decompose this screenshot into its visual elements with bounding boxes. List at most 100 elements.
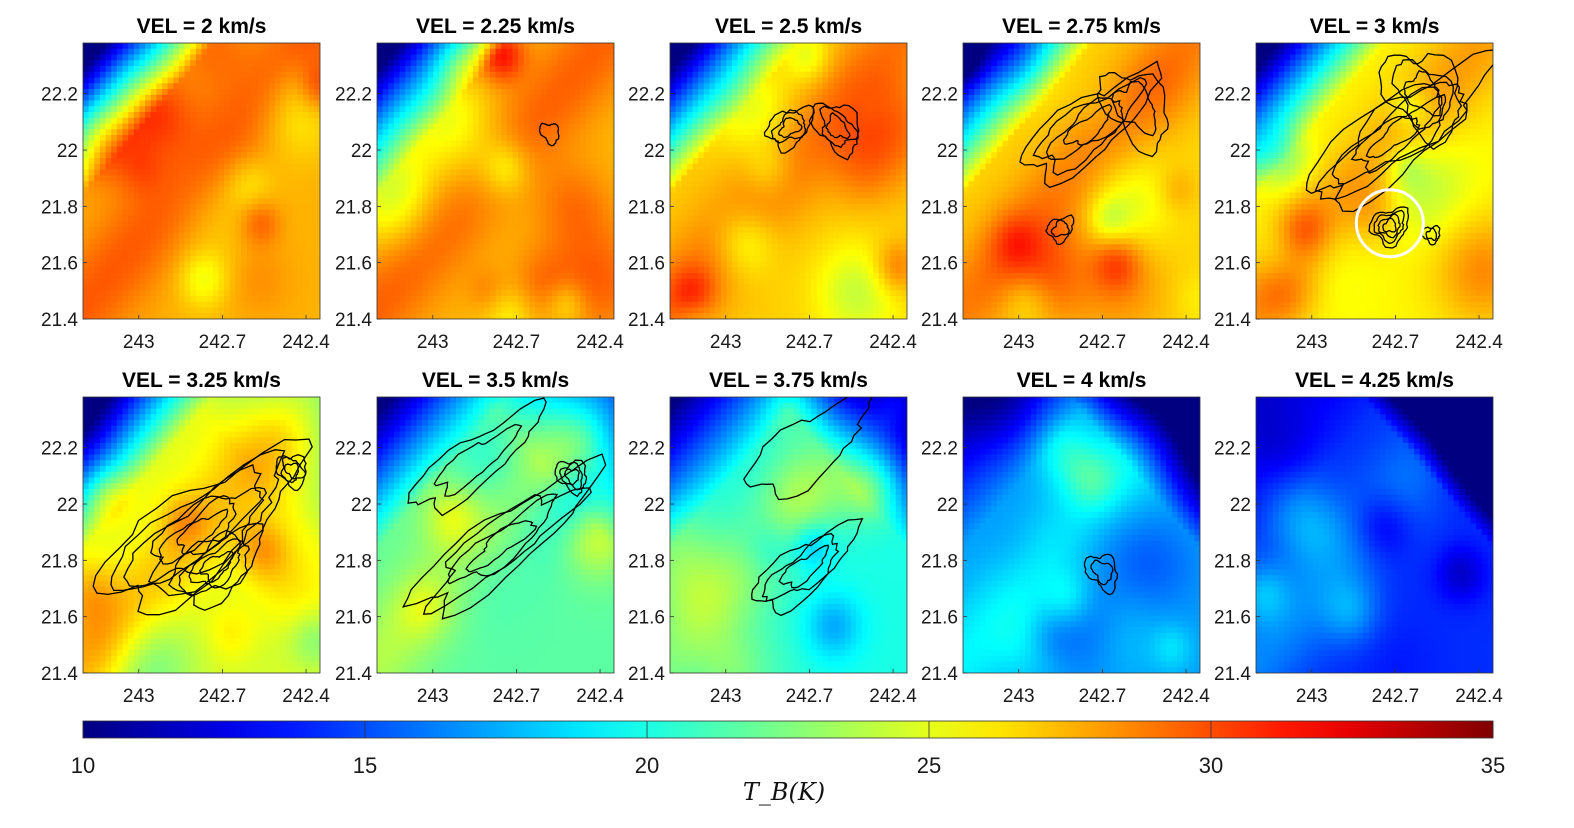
panel-frame (1255, 42, 1494, 320)
panel-frame (669, 42, 908, 320)
contour-line (1314, 81, 1468, 200)
contour-line (447, 493, 559, 585)
contour-set (538, 122, 560, 147)
x-tick-label: 242.4 (1162, 686, 1210, 707)
y-tick-label: 21.8 (921, 197, 958, 218)
y-tick-label: 21.8 (335, 551, 372, 572)
panel-frame (962, 396, 1201, 674)
contour-line (743, 397, 873, 501)
panel-frame (669, 396, 908, 674)
contour-line (770, 109, 806, 144)
y-tick-label: 22 (57, 495, 78, 516)
brightness-map (377, 43, 614, 319)
contour-line (1425, 227, 1438, 241)
channel-panel: VEL = 3.5 km/s 243 242.7 242.4 21.4 21.6 21.8 2… (335, 369, 624, 707)
colorbar-tick-label: 25 (917, 753, 941, 778)
y-tick-label: 22 (351, 495, 372, 516)
y-tick-label: 21.6 (335, 608, 372, 629)
y-tick-label: 22 (1230, 495, 1251, 516)
contour-line (1111, 80, 1157, 137)
y-tick-label: 22.2 (1214, 85, 1251, 106)
x-tick-label: 243 (1003, 332, 1035, 353)
y-tick-label: 22.2 (628, 439, 665, 460)
y-tick-label: 21.4 (335, 310, 372, 331)
panel-title: VEL = 3.5 km/s (422, 369, 569, 392)
x-tick-label: 242.7 (1372, 686, 1420, 707)
y-tick-label: 21.6 (1214, 254, 1251, 275)
y-tick-label: 22.2 (1214, 439, 1251, 460)
contour-line (167, 522, 264, 611)
panel-title: VEL = 2.75 km/s (1002, 15, 1161, 38)
x-tick-label: 242.4 (576, 686, 624, 707)
y-tick-label: 22.2 (41, 85, 78, 106)
x-tick-label: 243 (417, 332, 449, 353)
contour-line (1378, 52, 1463, 151)
contour-set (1083, 553, 1119, 596)
contour-line (1365, 116, 1421, 159)
panel-title: VEL = 4 km/s (1017, 369, 1147, 392)
contour-set (1305, 49, 1493, 249)
y-tick-label: 21.8 (41, 551, 78, 572)
y-tick-label: 21.6 (628, 608, 665, 629)
y-tick-label: 22 (1230, 141, 1251, 162)
contour-set (763, 102, 860, 161)
y-tick-label: 21.8 (628, 197, 665, 218)
brightness-map (963, 43, 1200, 319)
panel-title: VEL = 2 km/s (137, 15, 267, 38)
x-tick-label: 242.4 (1455, 332, 1503, 353)
contour-line (199, 550, 234, 583)
y-tick-label: 22 (57, 141, 78, 162)
panel-frame (1255, 396, 1494, 674)
contour-line (1373, 209, 1405, 244)
y-tick-label: 21.8 (628, 551, 665, 572)
x-tick-label: 243 (123, 686, 155, 707)
x-tick-label: 243 (1003, 686, 1035, 707)
contour-line (1382, 217, 1397, 233)
y-tick-label: 21.4 (628, 310, 665, 331)
contour-line (1019, 60, 1163, 189)
brightness-map (670, 397, 907, 673)
contour-line (178, 529, 251, 596)
brightness-map (670, 43, 907, 319)
contour-line (819, 105, 859, 149)
contour-line (1403, 70, 1442, 117)
y-tick-label: 21.6 (41, 608, 78, 629)
channel-panel: VEL = 4 km/s 243 242.7 242.4 21.4 21.6 21.8 22 2… (921, 369, 1210, 707)
contour-line (825, 111, 851, 140)
contour-line (433, 423, 523, 497)
x-tick-label: 242.4 (869, 332, 917, 353)
contour-line (1331, 86, 1447, 185)
x-tick-label: 243 (1296, 332, 1328, 353)
brightness-map (377, 397, 614, 673)
contour-line (1350, 96, 1443, 175)
colorbar-tick-label: 20 (635, 753, 659, 778)
colorbar-label: T_B(K) (743, 778, 825, 806)
x-tick-label: 242.7 (786, 332, 834, 353)
x-tick-label: 242.4 (1162, 332, 1210, 353)
brightness-map (963, 397, 1200, 673)
y-tick-label: 21.8 (1214, 197, 1251, 218)
contour-line (283, 462, 300, 480)
y-tick-label: 22.2 (921, 85, 958, 106)
highlight-circle (1354, 188, 1425, 259)
x-tick-label: 243 (710, 332, 742, 353)
y-tick-label: 22.2 (41, 439, 78, 460)
y-tick-label: 22.2 (921, 439, 958, 460)
y-tick-label: 21.8 (1214, 551, 1251, 572)
y-tick-label: 22 (937, 495, 958, 516)
y-tick-label: 21.4 (1214, 310, 1251, 331)
panel-title: VEL = 2.25 km/s (416, 15, 575, 38)
panel-title: VEL = 3 km/s (1310, 15, 1440, 38)
x-tick-label: 243 (123, 332, 155, 353)
contour-line (778, 544, 829, 589)
y-tick-label: 21.4 (335, 664, 372, 685)
contour-line (176, 508, 229, 555)
contour-line (123, 464, 265, 588)
contour-line (1062, 103, 1113, 146)
panel-frame (82, 396, 321, 674)
contour-line (465, 520, 538, 573)
contour-line (1083, 553, 1119, 596)
brightness-map (83, 43, 320, 319)
brightness-map (1256, 397, 1493, 673)
y-tick-label: 21.4 (921, 664, 958, 685)
